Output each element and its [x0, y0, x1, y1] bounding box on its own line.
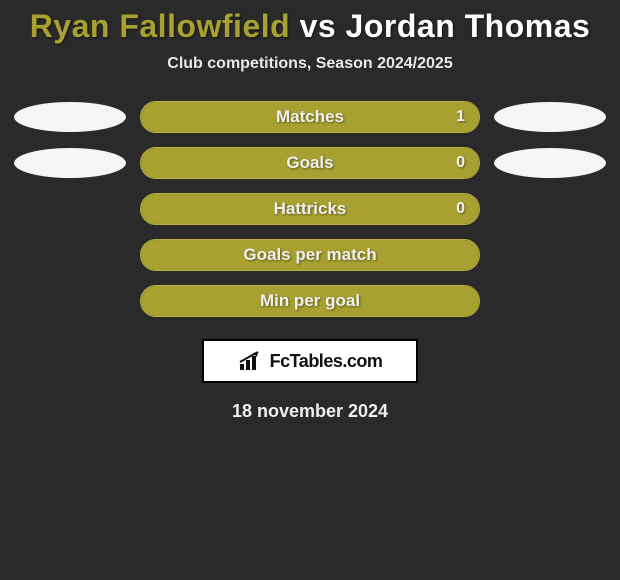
stat-label: Hattricks	[141, 194, 479, 224]
stat-label: Min per goal	[141, 286, 479, 316]
player2-name: Jordan Thomas	[346, 8, 591, 44]
source-badge[interactable]: FcTables.com	[202, 339, 418, 383]
player2-avatar-placeholder	[494, 148, 606, 178]
comparison-card: Ryan Fallowfield vs Jordan Thomas Club c…	[0, 0, 620, 422]
stat-label: Matches	[141, 102, 479, 132]
source-badge-text: FcTables.com	[270, 351, 383, 372]
player2-avatar-placeholder	[494, 102, 606, 132]
stat-bar: Min per goal	[140, 285, 480, 317]
stat-bar: Goals per match	[140, 239, 480, 271]
page-title: Ryan Fallowfield vs Jordan Thomas	[0, 8, 620, 45]
player1-avatar-placeholder	[14, 102, 126, 132]
stat-row: Matches1	[0, 101, 620, 133]
stat-bar: Hattricks0	[140, 193, 480, 225]
stat-row: Goals per match	[0, 239, 620, 271]
stat-row: Min per goal	[0, 285, 620, 317]
stat-label: Goals	[141, 148, 479, 178]
barchart-arrow-icon	[238, 350, 264, 372]
stat-bar: Goals0	[140, 147, 480, 179]
date-label: 18 november 2024	[0, 401, 620, 422]
stat-value: 0	[456, 194, 465, 224]
player1-avatar-placeholder	[14, 148, 126, 178]
stat-label: Goals per match	[141, 240, 479, 270]
stat-bar: Matches1	[140, 101, 480, 133]
vs-text: vs	[300, 8, 337, 44]
stat-value: 1	[456, 102, 465, 132]
subtitle: Club competitions, Season 2024/2025	[0, 55, 620, 73]
stat-value: 0	[456, 148, 465, 178]
stats-list: Matches1Goals0Hattricks0Goals per matchM…	[0, 101, 620, 317]
player1-name: Ryan Fallowfield	[30, 8, 290, 44]
stat-row: Hattricks0	[0, 193, 620, 225]
stat-row: Goals0	[0, 147, 620, 179]
